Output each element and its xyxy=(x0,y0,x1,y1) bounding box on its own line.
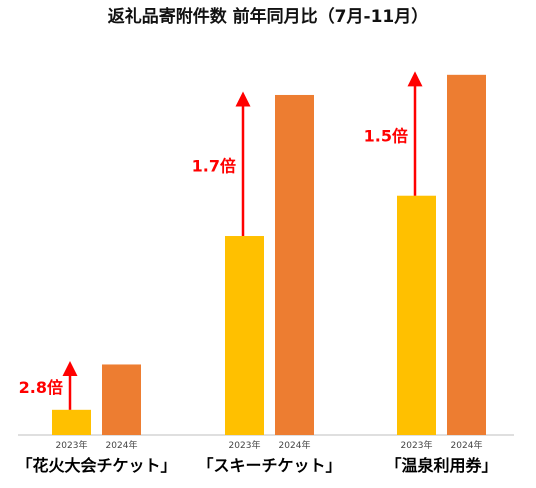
tick-label: 2023年 xyxy=(56,439,88,451)
bar-3-2023年 xyxy=(397,195,436,435)
tick-label: 2023年 xyxy=(229,439,261,451)
multiplier-label: 1.7倍 xyxy=(192,156,236,175)
tick-label: 2023年 xyxy=(401,439,433,451)
category-label: 「温泉利用券」 xyxy=(385,456,497,475)
multiplier-label: 1.5倍 xyxy=(364,126,408,145)
chart-marks: 2023年 2024年「花火大会チケット」 2.8倍 2023年 2024年「スキーチケ… xyxy=(16,71,498,475)
tick-label: 2024年 xyxy=(106,439,138,451)
category-label: 「花火大会チケット」 xyxy=(16,456,176,475)
bar-3-2024年 xyxy=(447,74,486,435)
bar-1-2024年 xyxy=(102,364,141,435)
chart-title: 返礼品寄附件数 前年同月比（7月-11月） xyxy=(108,6,428,27)
bar-2-2024年 xyxy=(275,94,314,435)
tick-label: 2024年 xyxy=(279,439,311,451)
bar-1-2023年 xyxy=(52,409,91,435)
multiplier-label: 2.8倍 xyxy=(19,378,63,397)
bar-2-2023年 xyxy=(225,236,264,435)
category-label: 「スキーチケット」 xyxy=(197,456,341,475)
tick-label: 2024年 xyxy=(451,439,483,451)
